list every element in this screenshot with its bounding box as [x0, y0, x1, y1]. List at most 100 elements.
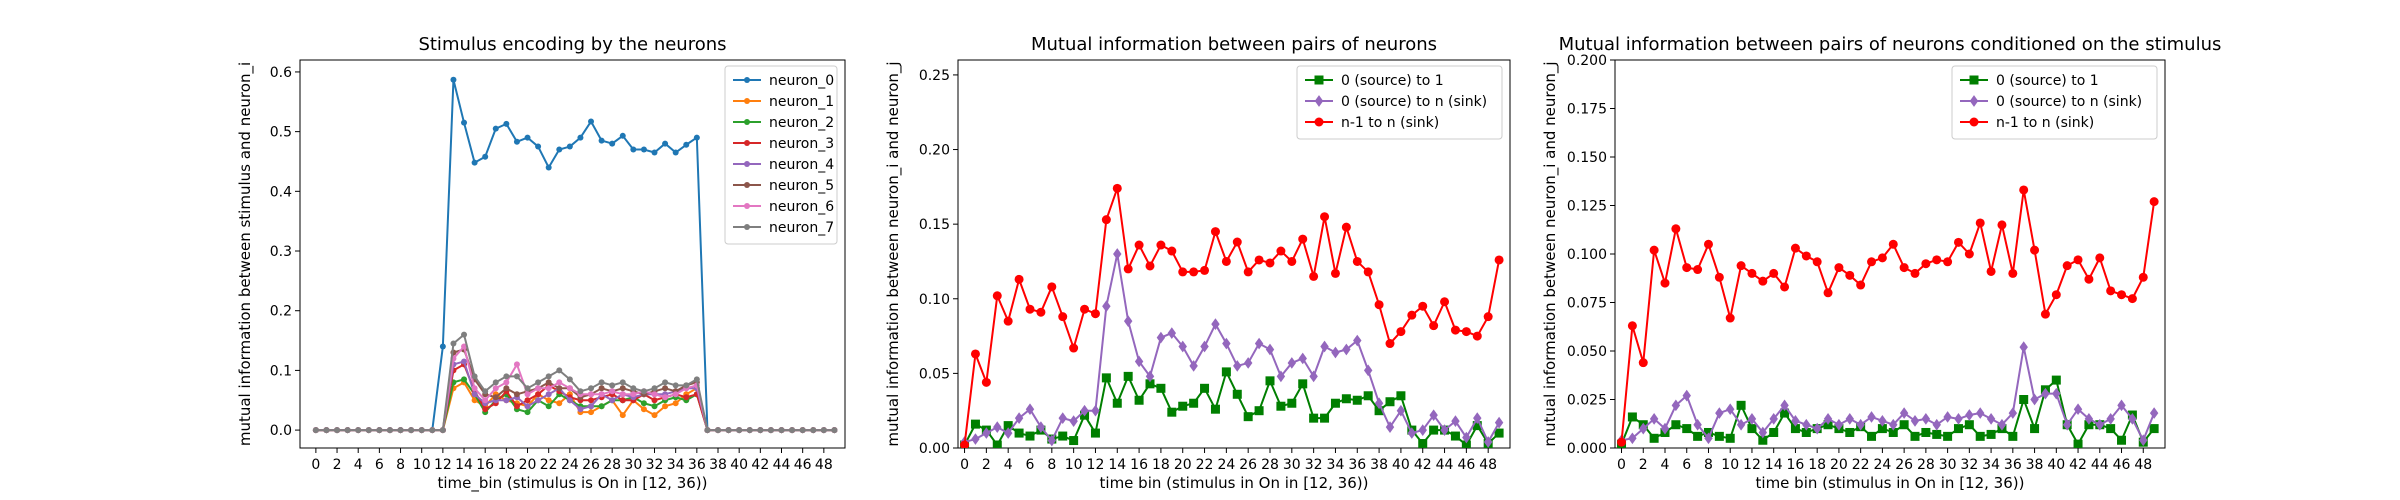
data-point [1112, 398, 1122, 408]
legend-label: neuron_6 [769, 199, 834, 215]
legend-label: 0 (source) to n (sink) [1341, 94, 1487, 110]
data-point [1932, 418, 1941, 431]
data-point [1682, 263, 1692, 273]
data-point [513, 403, 520, 410]
data-point [334, 427, 341, 434]
data-point [1232, 389, 1242, 399]
data-point [651, 385, 658, 392]
data-point [439, 343, 446, 350]
x-tick-label: 26 [1895, 457, 1913, 473]
series-line [964, 253, 1500, 444]
y-tick-label: 0.150 [1567, 150, 1607, 166]
data-point [365, 427, 372, 434]
data-point [2106, 286, 2116, 296]
data-point [1801, 427, 1811, 437]
x-tick-label: 26 [1239, 457, 1257, 473]
legend-marker [744, 224, 750, 230]
data-point [2062, 261, 2072, 271]
x-tick-label: 32 [1960, 457, 1978, 473]
legend-label: neuron_2 [769, 115, 834, 131]
legend-item: 0 (source) to 1 [1960, 73, 2099, 89]
data-point [1276, 401, 1286, 411]
data-point [1660, 422, 1670, 435]
data-point [545, 379, 552, 386]
legend-marker [1314, 95, 1324, 107]
data-point [598, 379, 605, 386]
data-point [1330, 268, 1340, 278]
data-point [704, 427, 711, 434]
data-point [2149, 197, 2159, 207]
legend-item: neuron_0 [733, 73, 834, 89]
data-point [1769, 413, 1778, 425]
chart-3: Mutual information between pairs of neur… [1541, 34, 2221, 492]
x-tick-label: 22 [540, 457, 558, 473]
x-tick-label: 6 [375, 457, 384, 473]
data-point [1845, 413, 1854, 425]
y-tick-label: 0.125 [1567, 199, 1607, 215]
data-point [1975, 431, 1985, 441]
x-tick-label: 36 [2004, 457, 2022, 473]
series-neuron-1 [312, 379, 838, 434]
data-point [1649, 245, 1659, 255]
legend-label: neuron_1 [769, 94, 834, 110]
data-point [1123, 315, 1133, 328]
data-point [513, 391, 520, 398]
x-tick-label: 6 [1026, 457, 1035, 473]
series-line [315, 381, 835, 432]
data-point [1867, 431, 1877, 441]
data-point [1112, 183, 1122, 193]
data-point [482, 388, 489, 395]
data-point [1243, 412, 1253, 422]
x-tick-label: 38 [1370, 457, 1388, 473]
series-line [1620, 188, 2156, 443]
y-tick-label: 0.1 [270, 363, 292, 379]
chart-title: Mutual information between pairs of neur… [1031, 34, 1437, 55]
data-point [789, 427, 796, 434]
data-point [672, 400, 679, 407]
x-tick-label: 32 [646, 457, 664, 473]
data-point [598, 385, 605, 392]
data-point [461, 343, 468, 350]
data-point [1975, 218, 1985, 228]
legend: 0 (source) to 1 0 (source) to n (sink) n-1… [1951, 65, 2158, 140]
data-point [1330, 398, 1340, 408]
data-point [1472, 331, 1482, 341]
data-point [810, 427, 817, 434]
data-point [662, 140, 669, 147]
x-tick-label: 16 [476, 457, 494, 473]
data-point [408, 427, 415, 434]
data-point [1003, 421, 1013, 431]
x-tick-label: 34 [1982, 457, 2000, 473]
legend-box [724, 65, 838, 245]
data-point [1232, 237, 1242, 247]
data-point [598, 391, 605, 398]
data-point [1298, 234, 1308, 244]
data-point [609, 382, 616, 389]
data-point [503, 397, 510, 404]
data-point [1265, 343, 1275, 356]
legend-box [1296, 65, 1503, 140]
data-point [2095, 253, 2105, 263]
data-point [1341, 394, 1351, 404]
data-point [619, 132, 626, 139]
data-point [1156, 240, 1166, 250]
data-point [1986, 266, 1996, 276]
data-point [577, 406, 584, 413]
data-point [1649, 413, 1659, 425]
series-neuron-5 [312, 346, 838, 434]
data-point [1671, 224, 1681, 234]
data-point [556, 385, 563, 392]
data-point [1418, 301, 1428, 311]
data-point [2040, 309, 2050, 319]
data-point [1123, 264, 1133, 274]
data-point [970, 349, 980, 359]
data-point [1069, 415, 1078, 427]
data-point [1200, 383, 1210, 393]
data-point [1639, 422, 1648, 435]
data-point [1494, 416, 1504, 429]
data-point [2008, 407, 2018, 419]
data-point [1178, 340, 1187, 353]
data-point [524, 134, 531, 141]
x-tick-label: 24 [561, 457, 579, 473]
data-point [1747, 424, 1757, 434]
